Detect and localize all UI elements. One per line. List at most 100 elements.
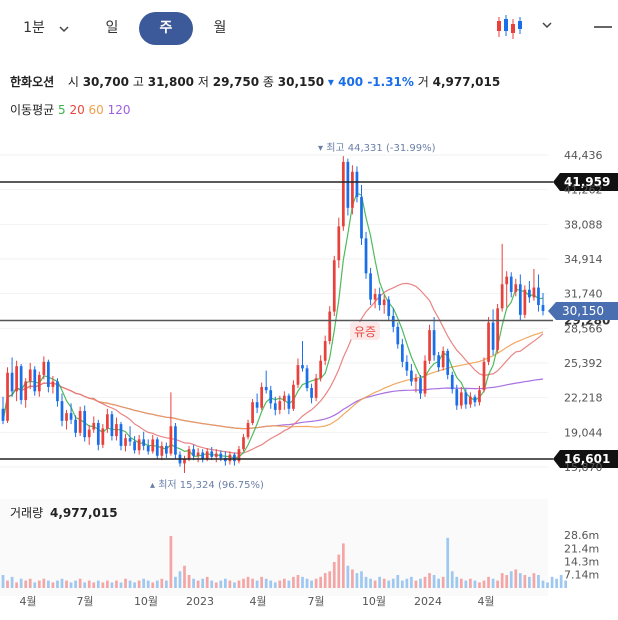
volume-bar [437, 578, 440, 588]
candle-body [446, 350, 450, 375]
volume-bar [341, 543, 345, 588]
candle-body [537, 287, 540, 306]
candle-body [410, 370, 413, 382]
volume-value: 4,977,015 [432, 75, 501, 89]
tab-day[interactable]: 일 [105, 20, 119, 36]
candle-body [110, 414, 114, 437]
low-value: 29,750 [212, 75, 260, 89]
volume-title-value: 4,977,015 [50, 506, 118, 520]
candle-body [337, 226, 341, 261]
chevron-down-icon[interactable] [58, 24, 70, 34]
tab-week[interactable]: 주 [139, 12, 193, 45]
volume-bar [496, 580, 499, 588]
volume-bar [196, 580, 200, 588]
volume-bar [37, 580, 41, 588]
candle-body [287, 395, 291, 409]
candle-body [360, 196, 363, 239]
volume-bar [441, 576, 445, 588]
y-tick-label: 22,218 [564, 392, 603, 405]
volume-bar [564, 580, 568, 588]
volume-bar [292, 576, 295, 588]
candle-body [165, 445, 168, 454]
x-tick-label: 2023 [186, 595, 214, 608]
candle-body [228, 454, 232, 462]
volume-bar [450, 571, 454, 588]
volume-bar [260, 576, 264, 588]
annotation-box [350, 322, 380, 340]
volume-tick-label: 21.4m [564, 542, 599, 555]
candle-body [414, 378, 418, 382]
ma-legend[interactable]: 이동평균 5 20 60 120 [10, 101, 131, 118]
volume-bar [314, 578, 318, 588]
x-tick-label: 7월 [307, 595, 324, 608]
candle-body [119, 424, 123, 446]
tab-month[interactable]: 월 [213, 20, 227, 36]
chart-type-chevron-icon[interactable] [541, 20, 553, 30]
candle-body [391, 315, 395, 327]
horizontal-line-tag [553, 450, 618, 469]
candle-body [341, 161, 345, 227]
candle-body [319, 360, 323, 379]
candle-body [133, 441, 136, 451]
volume-bar [378, 576, 381, 588]
volume-bar [65, 580, 68, 588]
ma60-line [2, 331, 544, 430]
x-tick-label: 7월 [76, 595, 93, 608]
candle-body [60, 401, 64, 421]
volume-bar [160, 578, 164, 588]
volume-bar [165, 580, 168, 588]
volume-bar [146, 580, 150, 588]
candle-body [478, 390, 481, 403]
high-marker: ▾ 최고 44,331 (-31.99%) [318, 142, 436, 154]
candle-body [514, 284, 518, 292]
volume-bar [550, 576, 554, 588]
candle-body [242, 437, 245, 450]
volume-bar [251, 578, 254, 588]
volume-bar [264, 578, 268, 588]
volume-bar [187, 575, 191, 588]
volume-bar [391, 578, 395, 588]
candle-body [455, 389, 459, 406]
candle-body [255, 402, 259, 408]
volume-bar [546, 582, 549, 588]
candle-body [310, 388, 313, 398]
interval-select[interactable]: 1분 [14, 12, 54, 45]
volume-bar [255, 580, 259, 588]
candle-body [201, 452, 205, 460]
candle-body [137, 439, 141, 451]
volume-tick-label: 28.6m [564, 529, 599, 542]
horizontal-line-tag [553, 173, 618, 192]
y-tick-label: 28,566 [564, 322, 603, 335]
volume-bar [305, 578, 309, 588]
price-info: 한화오션 시 30,700 고 31,800 저 29,750 종 30,150… [10, 75, 501, 89]
volume-bar [273, 582, 277, 588]
y-tick-label: 15,870 [564, 461, 603, 474]
candle-body [419, 378, 422, 394]
candle-body [296, 365, 300, 385]
candle-body [196, 452, 200, 456]
candle-body [192, 449, 195, 456]
candle-body [47, 361, 50, 387]
volume-bar [514, 569, 518, 588]
x-tick-label: 2024 [414, 595, 442, 608]
volume-bar [155, 580, 159, 588]
volume-bar [528, 576, 531, 588]
volume-bar [28, 578, 32, 588]
candle-body [56, 381, 59, 402]
y-tick-label: 41,262 [564, 184, 603, 197]
volume-bar [396, 575, 400, 588]
menu-icon[interactable] [594, 26, 614, 30]
volume-bar [42, 578, 46, 588]
volume-bar [432, 575, 436, 588]
volume-bar [124, 578, 127, 588]
candle-body [92, 422, 96, 430]
candlestick-icon[interactable] [496, 14, 524, 40]
candle-body [260, 386, 264, 408]
candle-body [496, 308, 499, 350]
candle-body [87, 429, 91, 438]
volume-bar [332, 562, 336, 588]
candle-body [278, 401, 282, 410]
volume-bar [151, 582, 155, 588]
volume-bar [74, 580, 77, 588]
